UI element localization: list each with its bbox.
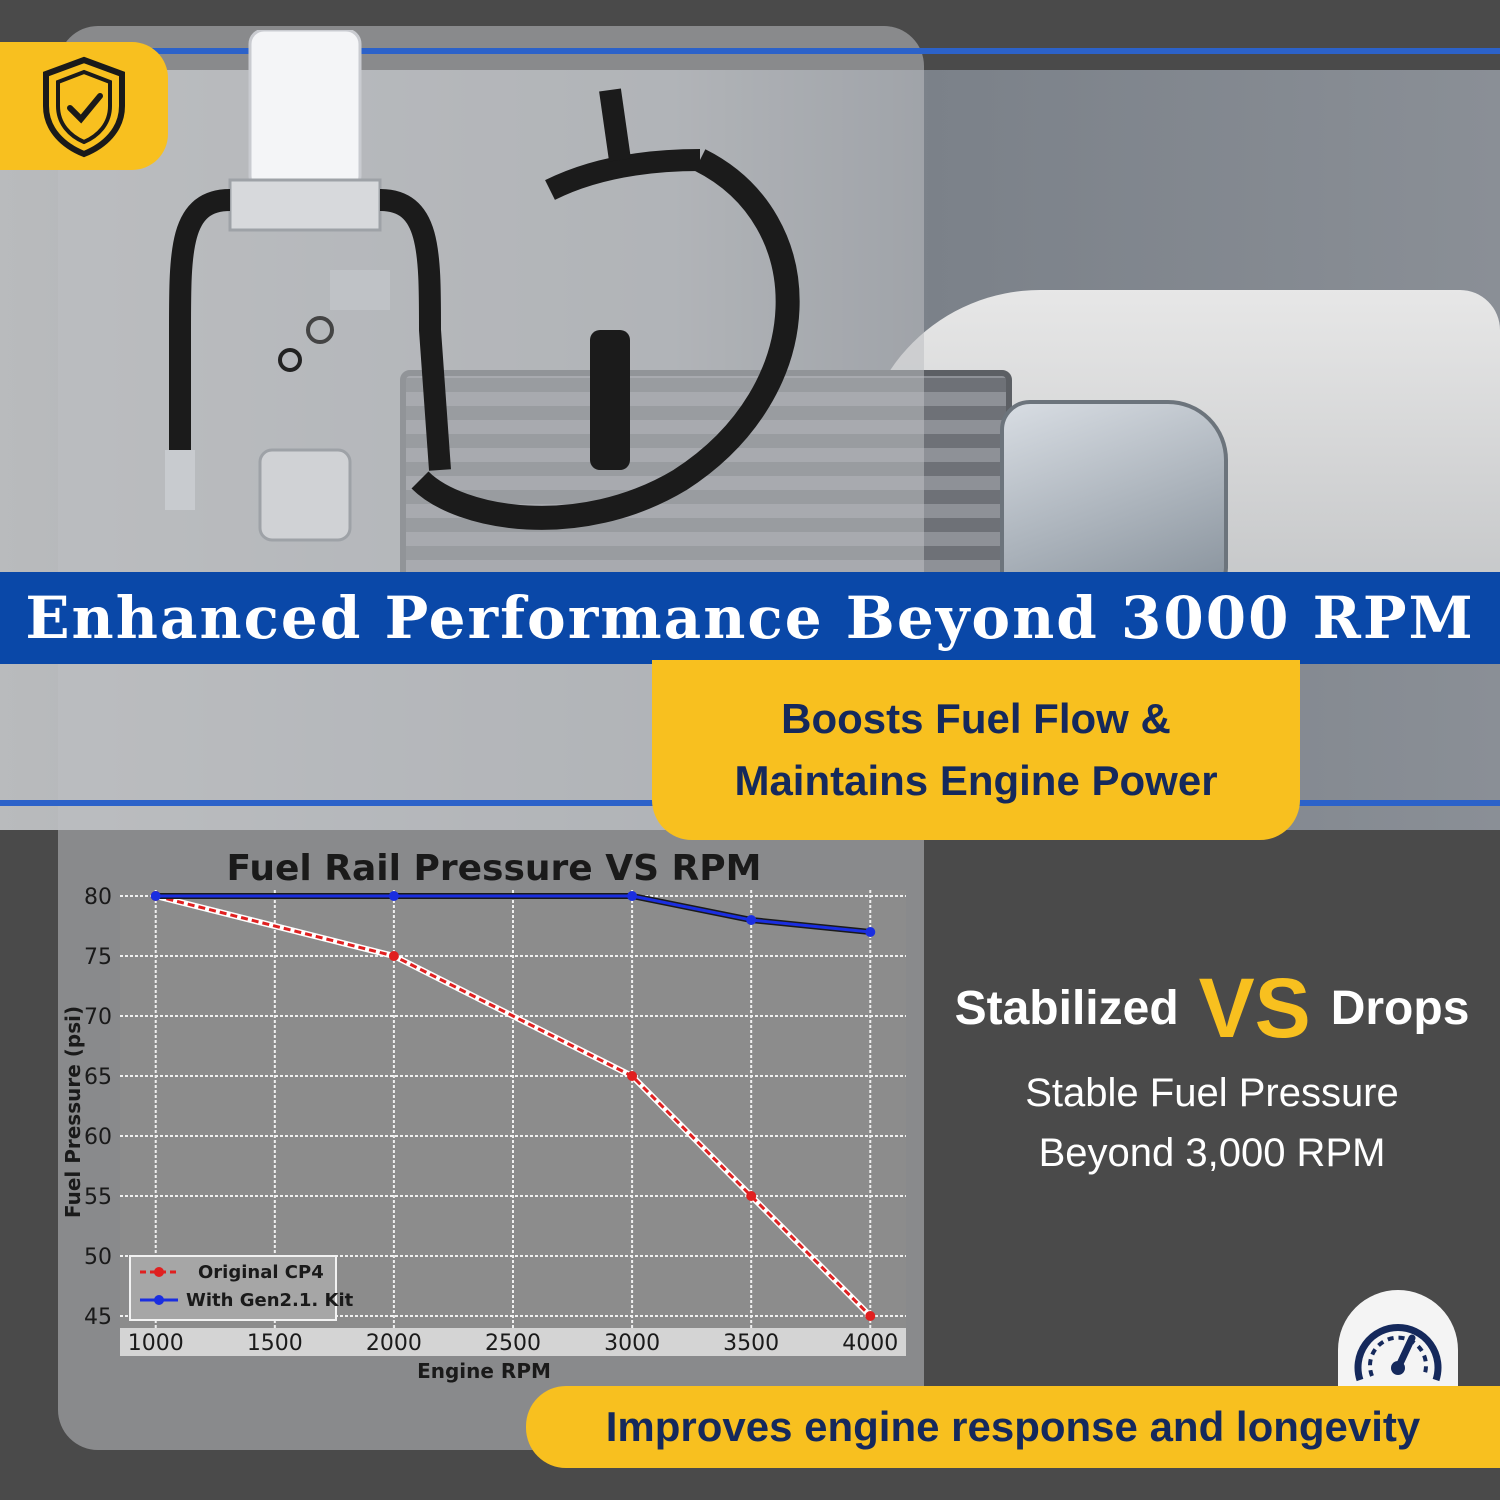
data-point: [627, 1071, 638, 1081]
subheadline-line2: Maintains Engine Power: [734, 757, 1218, 804]
data-point: [746, 915, 757, 925]
y-tick-label: 80: [84, 885, 112, 910]
inline-fitting: [590, 330, 630, 470]
x-axis-label: Engine RPM: [417, 1359, 551, 1383]
vs-headline: Stabilized VS Drops: [924, 960, 1500, 1057]
pressure-chart-svg: 45 50 55 60 65 70 75 80 1000 1500 2000 2500 3000 3500…: [61, 848, 906, 1383]
x-tick-label: 3000: [604, 1331, 660, 1356]
y-tick-label: 75: [84, 945, 112, 970]
hardware-bracket: [330, 270, 390, 310]
subheadline-box: Boosts Fuel Flow & Maintains Engine Powe…: [652, 660, 1300, 840]
hose-top: [545, 149, 701, 200]
comparison-description: Stable Fuel Pressure Beyond 3,000 RPM: [924, 1063, 1500, 1183]
legend-original: Original CP4: [198, 1262, 324, 1283]
x-tick-label: 1000: [128, 1331, 184, 1356]
speedometer-icon: [1354, 1324, 1442, 1382]
drops-word: Drops: [1330, 982, 1470, 1035]
gauge-badge: [1338, 1290, 1458, 1390]
fitting-left: [165, 450, 195, 510]
description-line1: Stable Fuel Pressure: [1025, 1071, 1399, 1115]
xtick-band: [120, 1328, 906, 1356]
y-tick-label: 65: [84, 1065, 112, 1090]
legend-dot-kit: [154, 1295, 164, 1305]
footer-bar: Improves engine response and longevity: [526, 1386, 1500, 1468]
hardware-washer: [306, 316, 334, 344]
stabilized-word: Stabilized: [954, 982, 1179, 1035]
chart-title: Fuel Rail Pressure VS RPM: [227, 848, 762, 889]
x-tick-label: 2500: [485, 1331, 541, 1356]
data-point: [746, 1191, 757, 1201]
headline-banner: Enhanced Performance Beyond 3000 RPM: [0, 572, 1500, 664]
vs-word: VS: [1198, 961, 1311, 1055]
chart-legend: Original CP4 With Gen2.1. Kit: [129, 1255, 354, 1321]
shield-check-icon: [43, 56, 125, 158]
y-tick-label: 55: [84, 1185, 112, 1210]
hose-vertical: [599, 88, 631, 162]
y-tick-label: 60: [84, 1125, 112, 1150]
x-tick-label: 4000: [842, 1331, 898, 1356]
x-tick-label: 1500: [247, 1331, 303, 1356]
y-tick-label: 45: [84, 1305, 112, 1330]
y-axis-label: Fuel Pressure (psi): [61, 1006, 85, 1218]
data-point: [865, 1311, 876, 1321]
data-point: [150, 891, 161, 901]
x-tick-label: 3500: [723, 1331, 779, 1356]
data-point: [627, 891, 638, 901]
x-tick-label: 2000: [366, 1331, 422, 1356]
shield-badge: [0, 42, 168, 170]
footer-text: Improves engine response and longevity: [605, 1403, 1421, 1450]
hose-left: [169, 189, 231, 450]
fuel-filter: [248, 30, 362, 192]
legend-kit: With Gen2.1. Kit: [186, 1290, 354, 1311]
comparison-panel: Stabilized VS Drops Stable Fuel Pressure…: [924, 960, 1500, 1183]
hardware-oring: [278, 348, 302, 372]
subheadline-line1: Boosts Fuel Flow &: [781, 695, 1171, 742]
data-point: [388, 951, 399, 961]
regulator: [258, 448, 352, 542]
y-tick-label: 50: [84, 1245, 112, 1270]
fuel-kit-illustration: [165, 30, 800, 542]
description-line2: Beyond 3,000 RPM: [1038, 1131, 1386, 1175]
legend-box: [129, 1255, 337, 1321]
pressure-chart: 45 50 55 60 65 70 75 80 1000 1500 2000 2500 3000 3500…: [58, 830, 924, 1390]
top-blue-rule: [0, 48, 1500, 54]
data-point: [388, 891, 399, 901]
truck-headlight: [1000, 400, 1228, 588]
legend-dot-original: [154, 1267, 164, 1277]
y-tick-label: 70: [84, 1005, 112, 1030]
hose-middle: [379, 189, 451, 471]
headline-title: Enhanced Performance Beyond 3000 RPM: [25, 584, 1475, 652]
hose-long: [411, 149, 800, 530]
filter-base: [228, 178, 382, 232]
data-point: [865, 927, 876, 937]
